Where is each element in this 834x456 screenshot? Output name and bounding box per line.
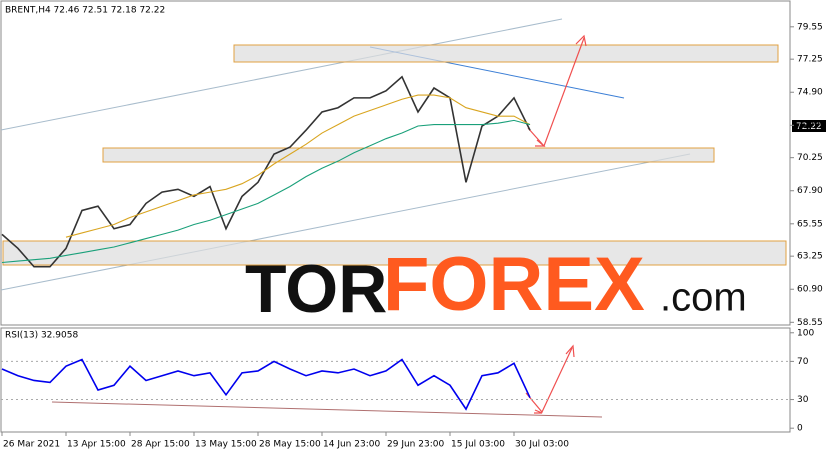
y-tick-label: 63.25 [797,252,823,262]
rsi-title: RSI(13) 32.9058 [5,331,78,341]
y-tick-label: 74.90 [797,88,823,98]
channel-line [0,153,691,291]
zone [233,44,779,63]
channel-line [0,18,563,131]
x-tick-label: 13 May 15:00 [195,440,257,450]
y-tick-label: 79.55 [797,22,823,32]
x-tick-label: 28 Apr 15:00 [131,440,190,450]
x-tick-label: 15 Jul 03:00 [451,440,505,450]
main-panel [0,0,791,326]
rsi-trend-line [51,401,603,418]
y-tick-label: 72.55 [797,121,823,131]
watermark-com: .com [660,276,747,320]
series-line [1,358,531,411]
y-tick-label: 58.55 [797,318,823,328]
y-tick-label: 67.90 [797,186,823,196]
series-layer [1,75,790,411]
y-tick-label: 60.90 [797,285,823,295]
watermark-tor: TOR [245,251,387,327]
header: BRENT,H4 72.46 72.51 72.18 72.22 [5,6,165,16]
y-tick-label: 100 [797,328,814,338]
y-tick-label: 70 [797,357,809,367]
x-tick-label: 28 May 15:00 [259,440,321,450]
x-tick-label: 14 Jun 23:00 [323,440,380,450]
y-tick-label: 77.25 [797,55,823,65]
x-tick-label: 30 Jul 03:00 [515,440,569,450]
y-tick-label: 70.25 [797,153,823,163]
price-tag [792,120,826,132]
series-line [1,75,531,268]
y-tick-label: 65.55 [797,219,823,229]
current-price: 72.22 [796,122,822,132]
y-tick-label: 0 [797,424,803,434]
zone [2,240,787,266]
arrows [525,34,587,414]
y-tick-label: 30 [797,395,809,405]
watermark: TOR FOREX .com [245,242,747,327]
x-tick-label: 29 Jun 23:00 [387,440,444,450]
x-tick-label: 26 Mar 2021 [3,440,60,450]
watermark-forex: FOREX [383,242,645,327]
rsi-panel [0,327,791,433]
x-tick-label: 13 Apr 15:00 [67,440,126,450]
series-line [1,119,531,264]
zone [102,147,715,163]
series-line [65,94,531,238]
